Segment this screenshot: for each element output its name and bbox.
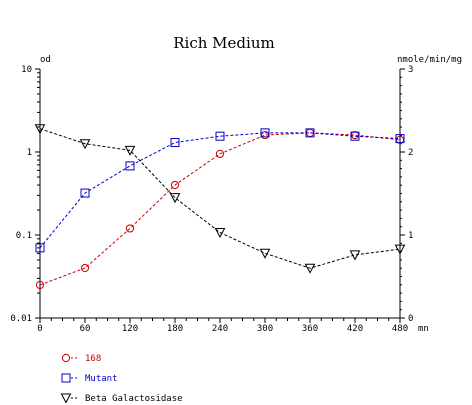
data-point (214, 228, 226, 239)
data-point (304, 263, 316, 274)
legend-label: Beta Galactosidase (85, 394, 183, 404)
y-right-tick-label: 0 (408, 314, 413, 324)
legend-label: Mutant (85, 374, 118, 384)
series-168 (35, 128, 405, 290)
y-left-tick-label: 1 (27, 148, 32, 158)
series-line (39, 128, 401, 269)
legend-marker (61, 353, 71, 363)
chart-title: Rich Medium (173, 34, 274, 52)
chart-legend: 168 Mutant Beta Galactosidase (60, 353, 183, 404)
x-axis-unit-label: mn (418, 324, 429, 334)
data-point (259, 248, 271, 259)
data-point (349, 250, 361, 261)
legend-marker (60, 393, 72, 404)
y-right-axis-label: nmole/min/mg (397, 55, 462, 65)
series-line (39, 132, 401, 286)
x-tick-label: 480 (392, 324, 408, 334)
data-point (394, 244, 406, 255)
chart-axes: 0.01 0.1 1 10 0 1 2 3 0 60 120 180 240 300 360 420 480 (10, 65, 413, 334)
y-left-tick-label: 10 (21, 65, 32, 75)
data-point (169, 193, 181, 204)
data-point (124, 145, 136, 156)
y-right-tick-label: 2 (408, 148, 413, 158)
x-tick-label: 300 (257, 324, 273, 334)
x-tick-label: 120 (122, 324, 138, 334)
data-point (305, 128, 315, 138)
data-point (260, 128, 270, 138)
y-left-axis-label: od (40, 55, 51, 65)
data-point (125, 224, 135, 233)
series-beta-galactosidase (34, 124, 406, 274)
data-point (215, 149, 225, 158)
data-point (35, 243, 45, 253)
data-point (80, 263, 90, 273)
x-tick-label: 420 (347, 324, 363, 334)
data-point (35, 280, 45, 290)
data-point (215, 131, 225, 141)
x-tick-label: 180 (167, 324, 183, 334)
data-point (34, 124, 46, 135)
legend-entry: Beta Galactosidase (60, 393, 183, 404)
x-tick-label: 60 (80, 324, 91, 334)
series-mutant (35, 128, 405, 253)
data-point (170, 138, 180, 148)
x-tick-label: 0 (37, 324, 42, 334)
series-layer (34, 124, 406, 290)
data-point (170, 180, 180, 190)
legend-marker (61, 373, 71, 383)
data-point (125, 161, 135, 171)
legend-entry: 168 (61, 353, 101, 364)
data-point (350, 131, 360, 141)
y-right-tick-label: 1 (408, 231, 413, 241)
data-point (80, 188, 90, 198)
x-tick-label: 360 (302, 324, 318, 334)
y-left-tick-label: 0.1 (16, 231, 32, 241)
data-point (79, 139, 91, 150)
y-right-tick-label: 3 (408, 65, 413, 75)
legend-entry: Mutant (61, 373, 118, 384)
y-left-tick-label: 0.01 (10, 314, 32, 324)
legend-label: 168 (85, 354, 101, 364)
x-tick-label: 240 (212, 324, 228, 334)
data-point (395, 134, 405, 144)
